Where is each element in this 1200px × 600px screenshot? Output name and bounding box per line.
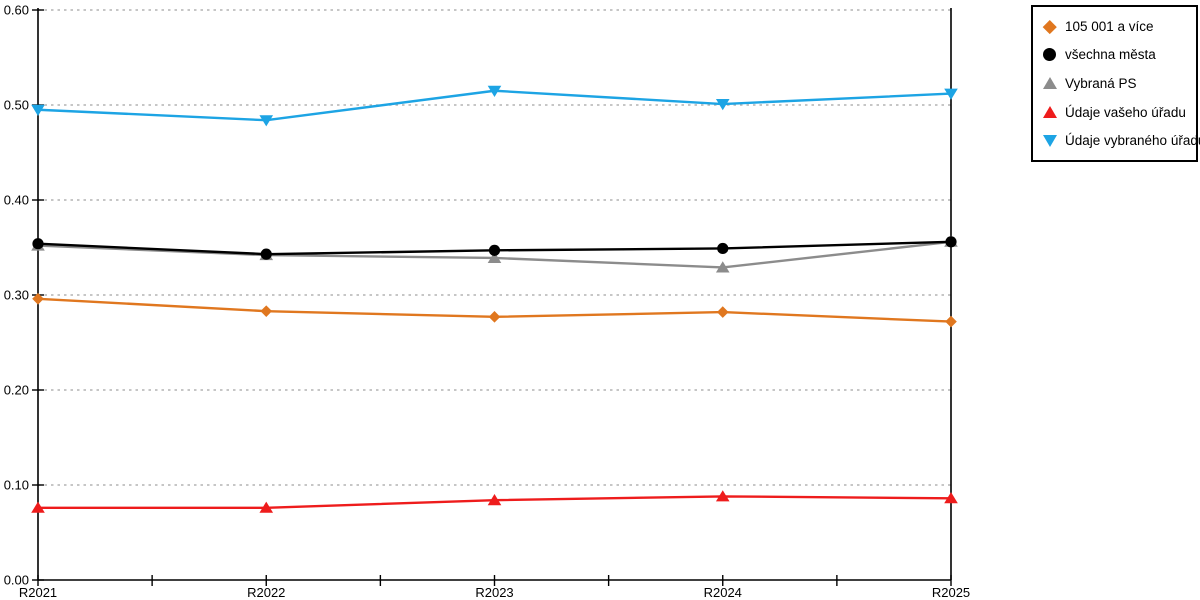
diamond-marker-icon — [260, 305, 273, 317]
x-tick-label: R2022 — [247, 585, 285, 600]
triangle-down-marker-icon — [487, 85, 502, 97]
triangle-up-marker-icon — [487, 494, 502, 506]
y-tick-label: 0.20 — [4, 383, 29, 398]
circle-marker-icon — [32, 238, 44, 250]
circle-marker-icon — [488, 244, 501, 256]
y-tick-label: 0.40 — [4, 193, 29, 208]
triangle-up-marker-icon — [715, 490, 730, 502]
x-tick-label: R2024 — [704, 585, 742, 600]
circle-marker-icon — [1042, 48, 1057, 62]
triangle-down-marker-icon — [31, 104, 45, 116]
y-tick-label: 0.60 — [4, 3, 29, 18]
triangle-up-marker-icon — [1042, 106, 1057, 119]
diamond-marker-icon — [945, 315, 957, 328]
legend: 105 001 a více všechna města Vybraná PS Úda… — [1031, 5, 1200, 162]
triangle-up-marker-icon — [1042, 77, 1057, 90]
circle-marker-icon — [260, 248, 272, 260]
legend-item: Údaje vybraného úřadu — [1042, 126, 1200, 155]
diamond-marker-icon — [32, 293, 44, 305]
legend-item-label: Vybraná PS — [1065, 75, 1137, 91]
legend-item-label: Údaje vybraného úřadu — [1065, 133, 1200, 149]
legend-item: všechna města — [1042, 41, 1190, 70]
legend-item: Údaje vašeho úřadu — [1042, 98, 1190, 127]
triangle-down-marker-icon — [259, 115, 274, 127]
y-tick-label: 0.50 — [4, 98, 29, 113]
legend-item: 105 001 a více — [1042, 12, 1190, 41]
y-tick-label: 0.10 — [4, 478, 29, 493]
triangle-up-marker-icon — [31, 501, 45, 513]
x-tick-label: R2021 — [19, 585, 57, 600]
diamond-marker-icon — [1042, 19, 1057, 34]
circle-marker-icon — [717, 242, 729, 255]
triangle-down-marker-icon — [1042, 134, 1057, 147]
triangle-up-marker-icon — [259, 501, 274, 513]
triangle-up-marker-icon — [944, 492, 958, 504]
circle-marker-icon — [945, 236, 957, 248]
triangle-up-marker-icon — [487, 251, 502, 263]
triangle-down-marker-icon — [715, 99, 730, 111]
x-tick-label: R2025 — [932, 585, 970, 600]
y-tick-label: 0.00 — [4, 573, 29, 588]
y-tick-label: 0.30 — [4, 288, 29, 303]
triangle-down-marker-icon — [944, 88, 958, 100]
legend-item: Vybraná PS — [1042, 69, 1190, 98]
x-tick-label: R2023 — [475, 585, 513, 600]
diamond-marker-icon — [488, 311, 501, 323]
legend-item-label: 105 001 a více — [1065, 18, 1154, 34]
diamond-marker-icon — [716, 306, 729, 318]
triangle-up-marker-icon — [715, 261, 730, 273]
legend-item-label: všechna města — [1065, 47, 1156, 63]
legend-item-label: Údaje vašeho úřadu — [1065, 104, 1186, 120]
